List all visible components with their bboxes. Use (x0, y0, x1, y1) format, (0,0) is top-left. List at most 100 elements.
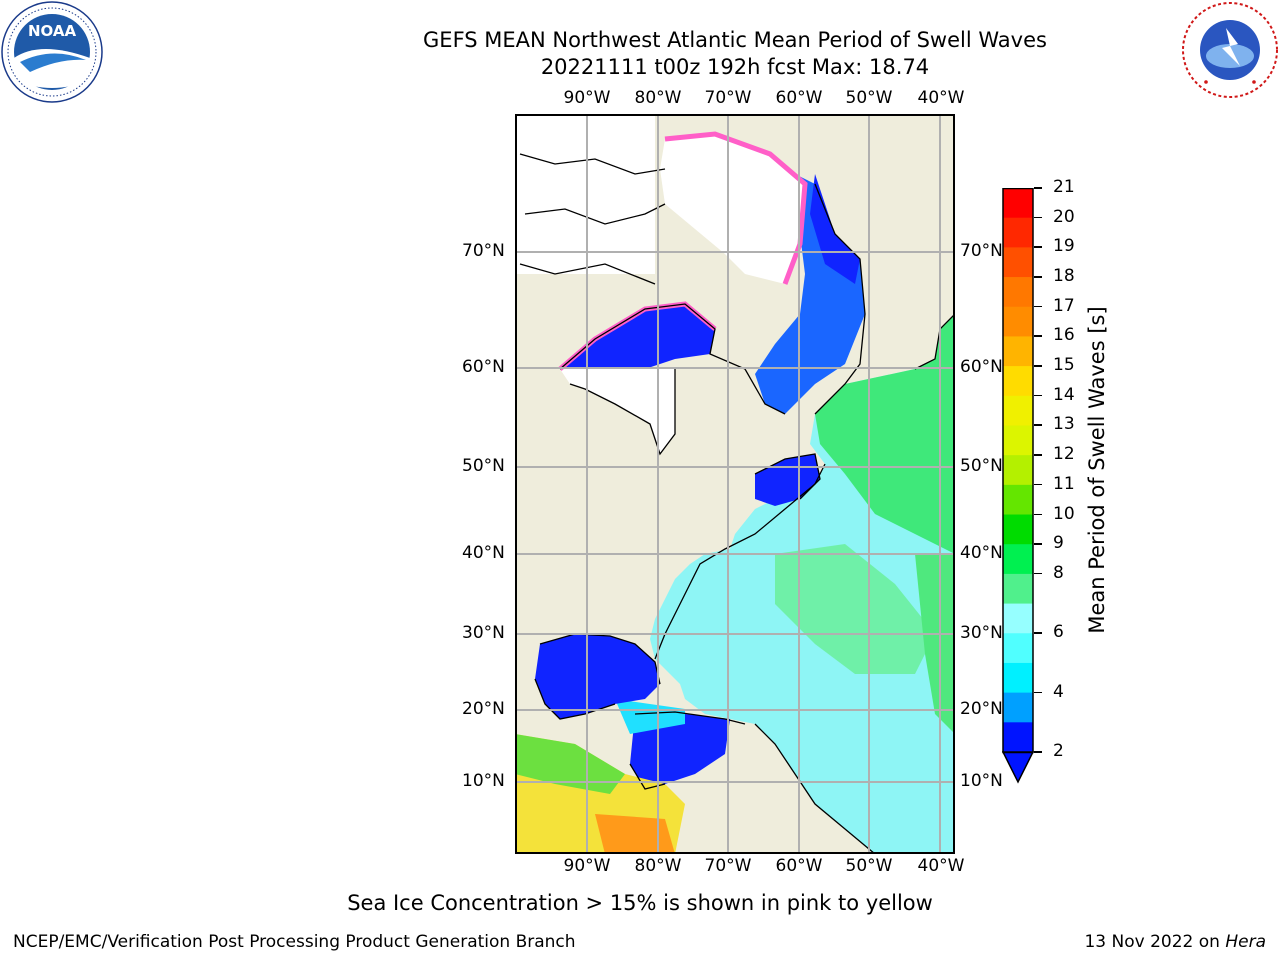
colorbar-tick-label: 14 (1053, 384, 1075, 405)
colorbar-tick-mark (1034, 454, 1042, 456)
lat-label-left-50n: 50°N (462, 456, 505, 476)
colorbar-tick-label: 16 (1053, 325, 1075, 346)
lat-label-right-10n: 10°N (960, 771, 1003, 791)
colorbar-segment (1003, 277, 1033, 308)
lon-label-bottom-50w: 50°W (845, 856, 893, 876)
colorbar-segment (1003, 514, 1033, 545)
colorbar-tick-mark (1034, 335, 1042, 337)
coastlines (519, 153, 955, 854)
colorbar-tick-mark (1034, 246, 1042, 248)
colorbar-tick-mark (1034, 424, 1042, 426)
lat-label-right-60n: 60°N (960, 357, 1003, 377)
colorbar-tick-label: 11 (1053, 473, 1075, 494)
colorbar-tick-label: 4 (1053, 681, 1064, 702)
swell-green-east (915, 554, 955, 734)
swell-green-patch (775, 544, 935, 674)
date-line: 13 Nov 2022 on Hera (1084, 932, 1266, 952)
caribbean-sea (630, 714, 730, 789)
lon-label-top-90w: 90°W (563, 88, 611, 108)
lon-label-top-50w: 50°W (845, 88, 893, 108)
colorbar-tick-label: 18 (1053, 266, 1075, 287)
colorbar-tick-label: 9 (1053, 533, 1064, 554)
colorbar-segment (1003, 692, 1033, 723)
lat-label-left-40n: 40°N (462, 543, 505, 563)
colorbar-segment (1003, 484, 1033, 516)
colorbar-segment (1003, 633, 1033, 664)
lat-label-left-20n: 20°N (462, 699, 505, 719)
lat-label-left-60n: 60°N (462, 357, 505, 377)
colorbar-segment (1003, 573, 1033, 605)
colorbar-tick-label: 17 (1053, 295, 1075, 316)
labrador-sea (755, 174, 865, 414)
graticule (515, 114, 955, 854)
colorbar-tick-label: 12 (1053, 444, 1075, 465)
colorbar-tick-label: 2 (1053, 741, 1064, 761)
lat-label-right-70n: 70°N (960, 241, 1003, 261)
colorbar-segment (1003, 336, 1033, 367)
lon-label-bottom-80w: 80°W (634, 856, 682, 876)
host-name: Hera (1225, 932, 1266, 952)
colorbar-segment (1003, 366, 1033, 397)
colorbar-tick-label: 13 (1053, 414, 1075, 435)
credit-line: NCEP/EMC/Verification Post Processing Pr… (13, 932, 576, 952)
ice-patch-west (515, 114, 655, 274)
lon-label-top-80w: 80°W (634, 88, 682, 108)
map-panel (515, 114, 955, 854)
colorbar-segment (1003, 188, 1033, 219)
svg-text:NOAA: NOAA (28, 22, 77, 40)
lon-label-bottom-40w: 40°W (917, 856, 965, 876)
colorbar-tick-mark (1034, 365, 1042, 367)
lat-label-right-20n: 20°N (960, 699, 1003, 719)
date-text: 13 Nov 2022 on (1084, 932, 1220, 952)
colorbar-tick-mark (1034, 483, 1042, 486)
colorbar-tick-mark (1034, 394, 1042, 397)
colorbar-tick-mark (1034, 513, 1042, 516)
lat-label-left-70n: 70°N (462, 241, 505, 261)
lon-label-top-60w: 60°W (775, 88, 823, 108)
colorbar-segment (1003, 455, 1033, 486)
colorbar-segment (1003, 217, 1033, 248)
lon-label-top-40w: 40°W (917, 88, 965, 108)
lon-label-bottom-70w: 70°W (704, 856, 752, 876)
lat-label-right-50n: 50°N (960, 456, 1003, 476)
title-line-1: GEFS MEAN Northwest Atlantic Mean Period… (423, 28, 1047, 52)
colorbar-segment (1003, 306, 1033, 337)
caribbean-cyan (615, 699, 685, 734)
lon-label-bottom-90w: 90°W (563, 856, 611, 876)
arctic-ice (660, 134, 805, 284)
colorbar-tick-label: 8 (1053, 562, 1064, 583)
lat-label-right-30n: 30°N (960, 623, 1003, 643)
colorbar-tick-mark (1034, 691, 1042, 694)
noaa-logo: NOAA (0, 0, 104, 104)
lat-label-left-30n: 30°N (462, 623, 505, 643)
lat-label-right-40n: 40°N (960, 543, 1003, 563)
colorbar-tick-label: 20 (1053, 206, 1075, 227)
colorbar-tick-mark (1034, 632, 1042, 634)
south-america-green (515, 734, 625, 794)
lon-label-top-70w: 70°W (704, 88, 752, 108)
ice-edge (664, 131, 808, 285)
colorbar-segment (1003, 603, 1033, 634)
colorbar-tick-mark (1034, 276, 1042, 278)
colorbar-frame (1002, 188, 1034, 754)
colorbar-tick-mark (1034, 543, 1042, 545)
colorbar-tick-mark (1034, 216, 1042, 219)
colorbar-segment (1003, 395, 1033, 426)
colorbar-tick-label: 19 (1053, 236, 1075, 257)
colorbar-tick-label: 15 (1053, 355, 1075, 376)
lat-label-left-10n: 10°N (462, 771, 505, 791)
nws-logo (1180, 0, 1280, 100)
colorbar-segment (1003, 662, 1033, 694)
colorbar-tick-label: 10 (1053, 503, 1075, 524)
map-frame (515, 114, 955, 854)
colorbar-segment (1003, 722, 1033, 753)
lon-label-bottom-60w: 60°W (775, 856, 823, 876)
colorbar-tick-mark (1034, 572, 1042, 575)
gulf-of-mexico (535, 634, 660, 719)
colorbar-segment (1003, 247, 1033, 278)
colorbar-tick-mark (1034, 751, 1042, 753)
swell-green-region (815, 314, 955, 554)
hudson-bay-water (560, 304, 715, 369)
title-line-2: 20221111 t00z 192h fcst Max: 18.74 (540, 55, 930, 79)
south-america-orange (595, 814, 675, 854)
